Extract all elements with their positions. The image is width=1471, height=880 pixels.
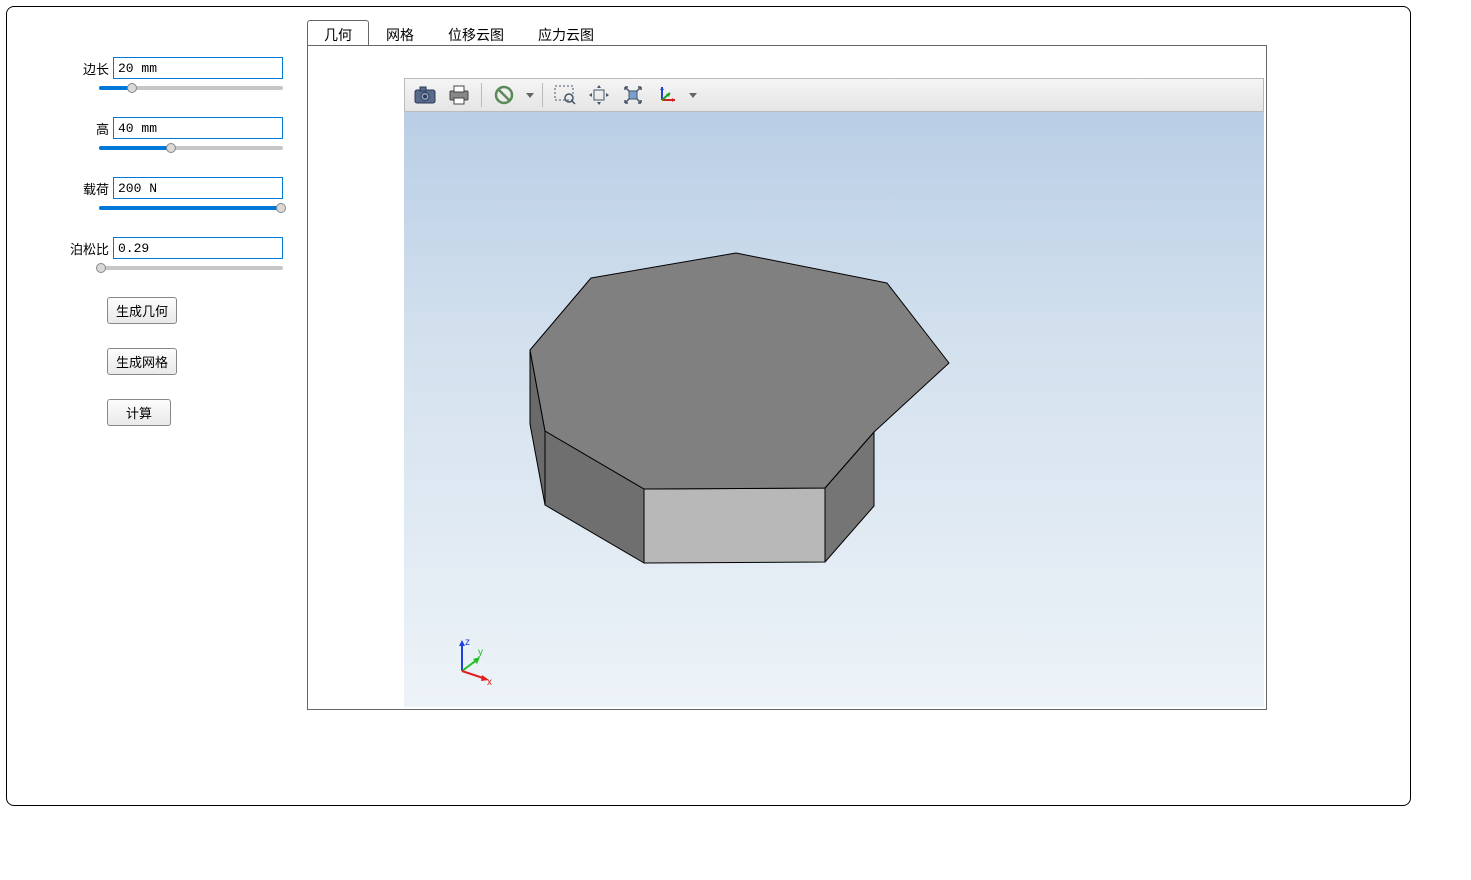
tab-stress[interactable]: 应力云图 [521, 20, 611, 46]
param-row-load: 载荷 [7, 177, 297, 199]
param-row-poisson: 泊松比 [7, 237, 297, 259]
input-height[interactable] [113, 117, 283, 139]
label-height: 高 [96, 119, 113, 138]
axis-y-label: y [478, 647, 483, 658]
forbid-icon[interactable] [490, 81, 518, 109]
app-frame: 边长 高 载荷 [6, 6, 1411, 806]
input-load[interactable] [113, 177, 283, 199]
param-row-edge: 边长 [7, 57, 297, 79]
axis-x-label: x [487, 677, 492, 685]
param-row-height: 高 [7, 117, 297, 139]
camera-icon[interactable] [411, 81, 439, 109]
slider-edge[interactable] [99, 81, 283, 95]
axis-z-label: z [465, 637, 470, 648]
slider-wrap-poisson [7, 261, 297, 275]
geometry-model [404, 112, 1264, 707]
tab-geometry[interactable]: 几何 [307, 20, 369, 46]
axes-icon[interactable] [653, 81, 681, 109]
axis-indicator: z y x [448, 635, 498, 685]
slider-poisson[interactable] [99, 261, 283, 275]
parameter-panel: 边长 高 载荷 [7, 7, 307, 805]
button-row-geom: 生成几何 [7, 297, 297, 324]
compute-button[interactable]: 计算 [107, 399, 171, 426]
tab-bar: 几何 网格 位移云图 应力云图 [307, 19, 1410, 45]
dropdown-arrow-icon[interactable] [689, 93, 697, 98]
input-edge[interactable] [113, 57, 283, 79]
viewport-frame: z y x [307, 45, 1267, 710]
label-edge: 边长 [83, 59, 113, 78]
dropdown-arrow-icon[interactable] [526, 93, 534, 98]
slider-wrap-load [7, 201, 297, 215]
label-load: 载荷 [83, 179, 113, 198]
tab-displacement[interactable]: 位移云图 [431, 20, 521, 46]
3d-viewport[interactable]: z y x [404, 112, 1264, 707]
viewport-toolbar [404, 78, 1264, 112]
pan-icon[interactable] [585, 81, 613, 109]
label-poisson: 泊松比 [70, 239, 113, 258]
tab-mesh[interactable]: 网格 [369, 20, 431, 46]
slider-height[interactable] [99, 141, 283, 155]
right-area: 几何 网格 位移云图 应力云图 [307, 7, 1410, 805]
slider-wrap-edge [7, 81, 297, 95]
zoom-box-icon[interactable] [551, 81, 579, 109]
button-row-compute: 计算 [7, 399, 297, 426]
generate-geometry-button[interactable]: 生成几何 [107, 297, 177, 324]
toolbar-separator [542, 83, 543, 107]
fit-icon[interactable] [619, 81, 647, 109]
slider-wrap-height [7, 141, 297, 155]
input-poisson[interactable] [113, 237, 283, 259]
toolbar-separator [481, 83, 482, 107]
print-icon[interactable] [445, 81, 473, 109]
generate-mesh-button[interactable]: 生成网格 [107, 348, 177, 375]
button-row-mesh: 生成网格 [7, 348, 297, 375]
slider-load[interactable] [99, 201, 283, 215]
